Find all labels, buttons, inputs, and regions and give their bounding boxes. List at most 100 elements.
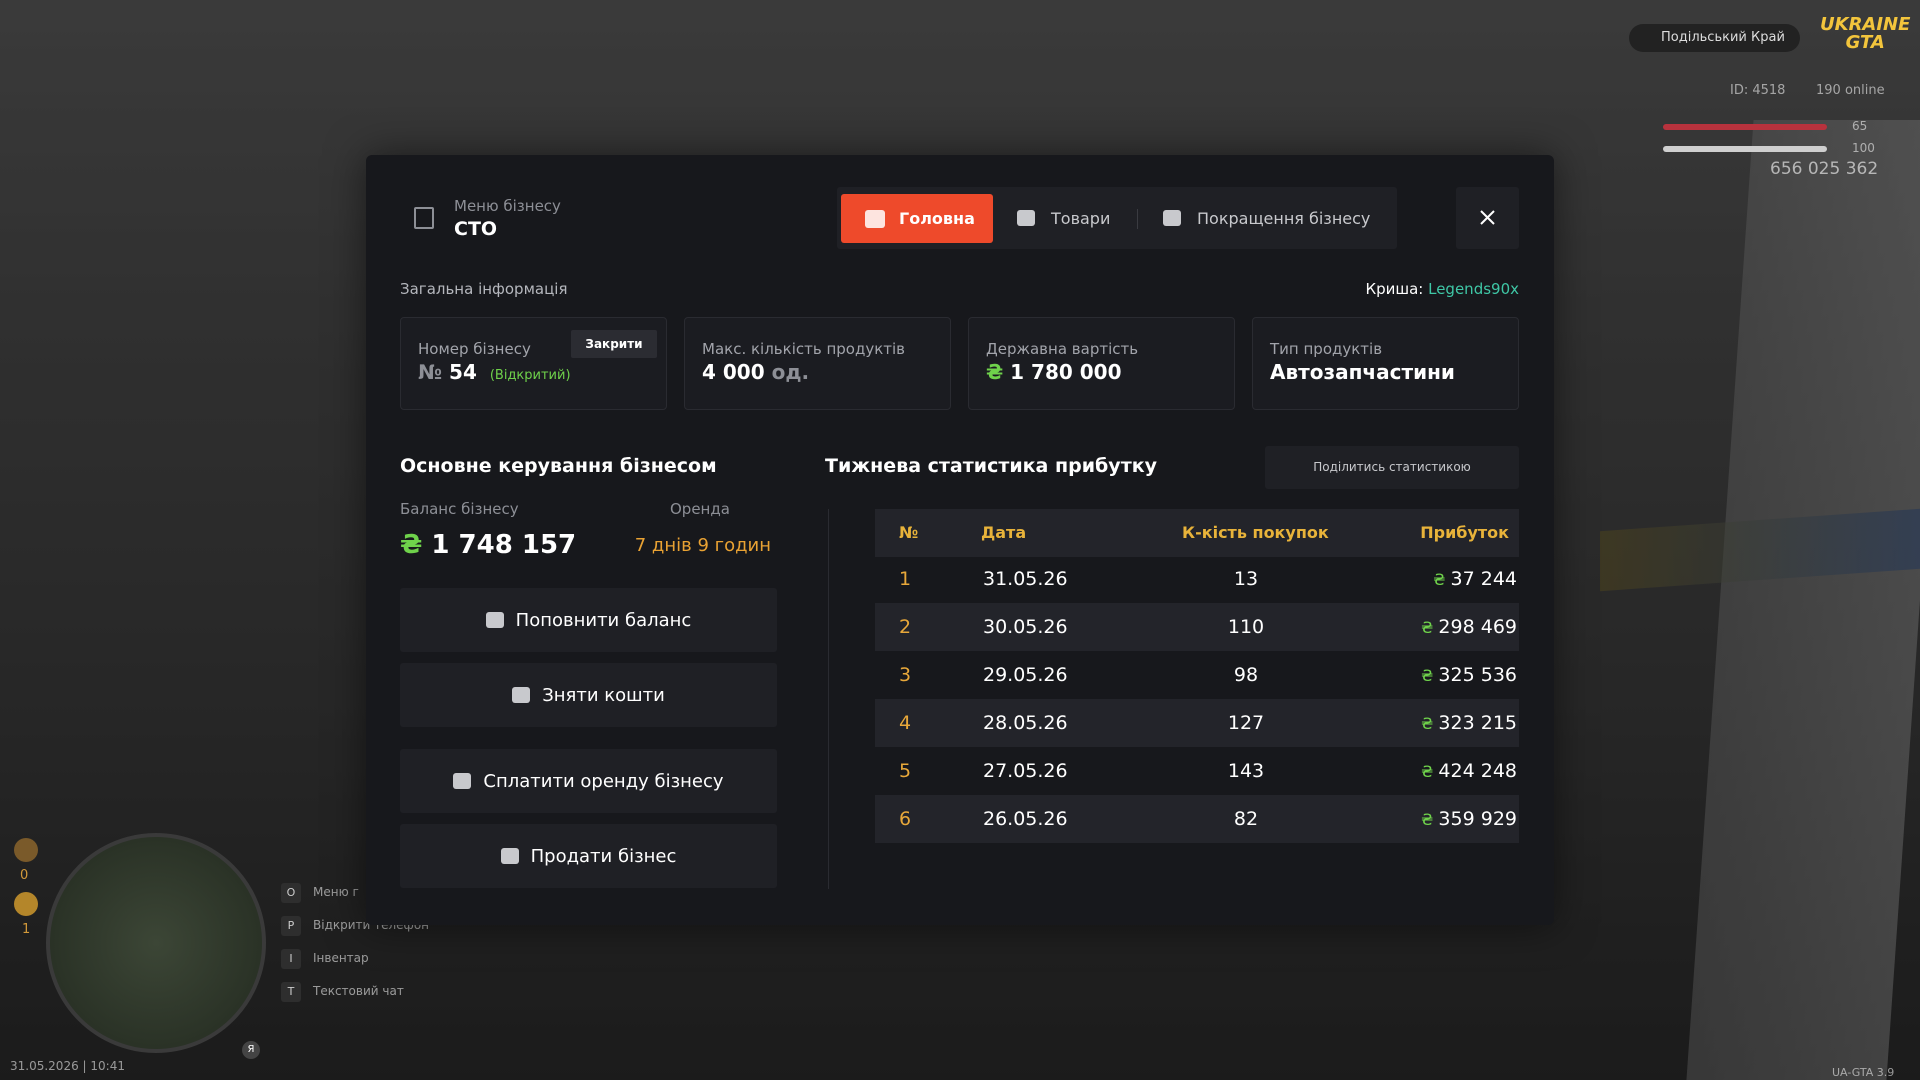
business-status: (Відкритий): [489, 368, 571, 383]
table-row: 1 31.05.26 13 ₴ 37 244: [875, 555, 1519, 603]
row-index: 4: [899, 712, 912, 734]
balance: ₴ 1 748 157: [400, 530, 576, 560]
currency: ₴: [1421, 618, 1434, 637]
business-modal: Меню бізнесу СТО Головна Товари Покращен…: [366, 155, 1554, 925]
currency: ₴: [986, 360, 1004, 384]
table-row: 6 26.05.26 82 ₴ 359 929: [875, 795, 1519, 843]
star-icon: [14, 892, 38, 916]
card-value: ₴ 1 780 000: [986, 360, 1122, 384]
column-header: К-кість покупок: [1182, 523, 1329, 542]
business-number: 54: [449, 360, 477, 384]
row-profit: ₴ 298 469: [1421, 616, 1517, 638]
health-value: 65: [1852, 119, 1868, 133]
profit-value: 325 536: [1438, 664, 1517, 686]
section-title: Основне керування бізнесом: [400, 455, 717, 477]
row-date: 30.05.26: [983, 616, 1068, 638]
card-value: № 54 (Відкритий): [418, 360, 571, 384]
key-label: Меню г: [313, 885, 359, 899]
table-row: 2 30.05.26 110 ₴ 298 469: [875, 603, 1519, 651]
card-label: Номер бізнесу: [418, 340, 531, 358]
card-label: Макс. кількість продуктів: [702, 340, 906, 358]
logo-line: GTA: [1845, 32, 1885, 53]
tab-bar: Головна Товари Покращення бізнесу: [837, 187, 1397, 249]
row-profit: ₴ 359 929: [1421, 808, 1517, 830]
table-row: 4 28.05.26 127 ₴ 323 215: [875, 699, 1519, 747]
logo-line: UKRAINE: [1820, 14, 1911, 35]
section-label: Загальна інформація: [400, 280, 568, 298]
wanted-value: 0: [20, 868, 29, 883]
table-row: 5 27.05.26 143 ₴ 424 248: [875, 747, 1519, 795]
close-business-button[interactable]: Закрити: [571, 330, 657, 358]
currency: ₴: [1421, 810, 1434, 829]
armor-bar: [1663, 146, 1827, 152]
roof-label: Криша:: [1365, 280, 1424, 298]
row-index: 5: [899, 760, 912, 782]
row-purchases: 110: [1227, 616, 1265, 638]
card-label: Державна вартість: [986, 340, 1139, 358]
logo: UKRAINE GTA: [1820, 16, 1910, 52]
armor-value: 100: [1852, 141, 1875, 155]
key-cap: P: [281, 916, 301, 936]
row-profit: ₴ 424 248: [1421, 760, 1517, 782]
column-header: Дата: [981, 523, 1027, 542]
row-purchases: 82: [1233, 808, 1259, 830]
currency: ₴: [400, 530, 423, 560]
star-value: 1: [22, 922, 31, 937]
currency: ₴: [1421, 714, 1434, 733]
business-icon: [414, 207, 434, 229]
profit-value: 37 244: [1450, 568, 1517, 590]
profit-value: 359 929: [1438, 808, 1517, 830]
key-label: Текстовий чат: [313, 984, 404, 998]
player-id: ID: 4518: [1730, 83, 1786, 98]
info-card: Номер бізнесу Закрити № 54 (Відкритий): [400, 317, 667, 410]
key-label: Інвентар: [313, 951, 369, 965]
currency: ₴: [1421, 666, 1434, 685]
action-button[interactable]: Поповнити баланс: [400, 588, 777, 652]
share-label: Поділитись статистикою: [1313, 460, 1471, 474]
rent-label: Оренда: [670, 500, 730, 518]
close-button[interactable]: [1456, 187, 1519, 249]
tab-active[interactable]: Головна: [841, 194, 993, 243]
action-button[interactable]: Продати бізнес: [400, 824, 777, 888]
button-icon: [485, 612, 504, 628]
button-label: Поповнити баланс: [515, 609, 692, 631]
currency: ₴: [1421, 762, 1434, 781]
health-bar: [1663, 124, 1827, 130]
button-icon: [500, 848, 519, 864]
close-icon: [1480, 210, 1495, 225]
state-value: 1 780 000: [1010, 360, 1122, 384]
tab-icon: [1017, 210, 1035, 226]
row-purchases: 98: [1233, 664, 1259, 686]
button-label: Продати бізнес: [530, 845, 677, 867]
roof: Криша: Legends90x: [1365, 280, 1519, 298]
unit: од.: [771, 360, 810, 384]
column-header: Прибуток: [1420, 523, 1509, 542]
balance-value: 1 748 157: [431, 530, 577, 560]
table-row: 3 29.05.26 98 ₴ 325 536: [875, 651, 1519, 699]
row-index: 2: [899, 616, 912, 638]
row-index: 3: [899, 664, 912, 686]
row-purchases: 13: [1233, 568, 1259, 590]
row-date: 28.05.26: [983, 712, 1068, 734]
button-icon: [512, 687, 531, 703]
table-header: № Дата К-кість покупок Прибуток: [875, 509, 1519, 557]
tab-label: Товари: [1051, 209, 1111, 228]
tab[interactable]: Покращення бізнесу: [1163, 194, 1370, 243]
wanted-icon: [14, 838, 38, 862]
info-card: Тип продуктів Автозапчастини: [1252, 317, 1519, 410]
profit-value: 424 248: [1438, 760, 1517, 782]
button-icon: [453, 773, 472, 789]
card-label: Тип продуктів: [1270, 340, 1383, 358]
money: 656 025 362: [1770, 159, 1879, 179]
row-purchases: 127: [1227, 712, 1265, 734]
action-button[interactable]: Сплатити оренду бізнесу: [400, 749, 777, 813]
column-header: №: [899, 523, 919, 542]
roof-value: Legends90x: [1428, 280, 1519, 298]
version: UA-GTA 3.9: [1832, 1066, 1895, 1079]
row-profit: ₴ 323 215: [1421, 712, 1517, 734]
action-button[interactable]: Зняти кошти: [400, 663, 777, 727]
minimap: [46, 833, 266, 1053]
share-button[interactable]: Поділитись статистикою: [1265, 446, 1519, 489]
tab[interactable]: Товари: [1017, 194, 1110, 243]
